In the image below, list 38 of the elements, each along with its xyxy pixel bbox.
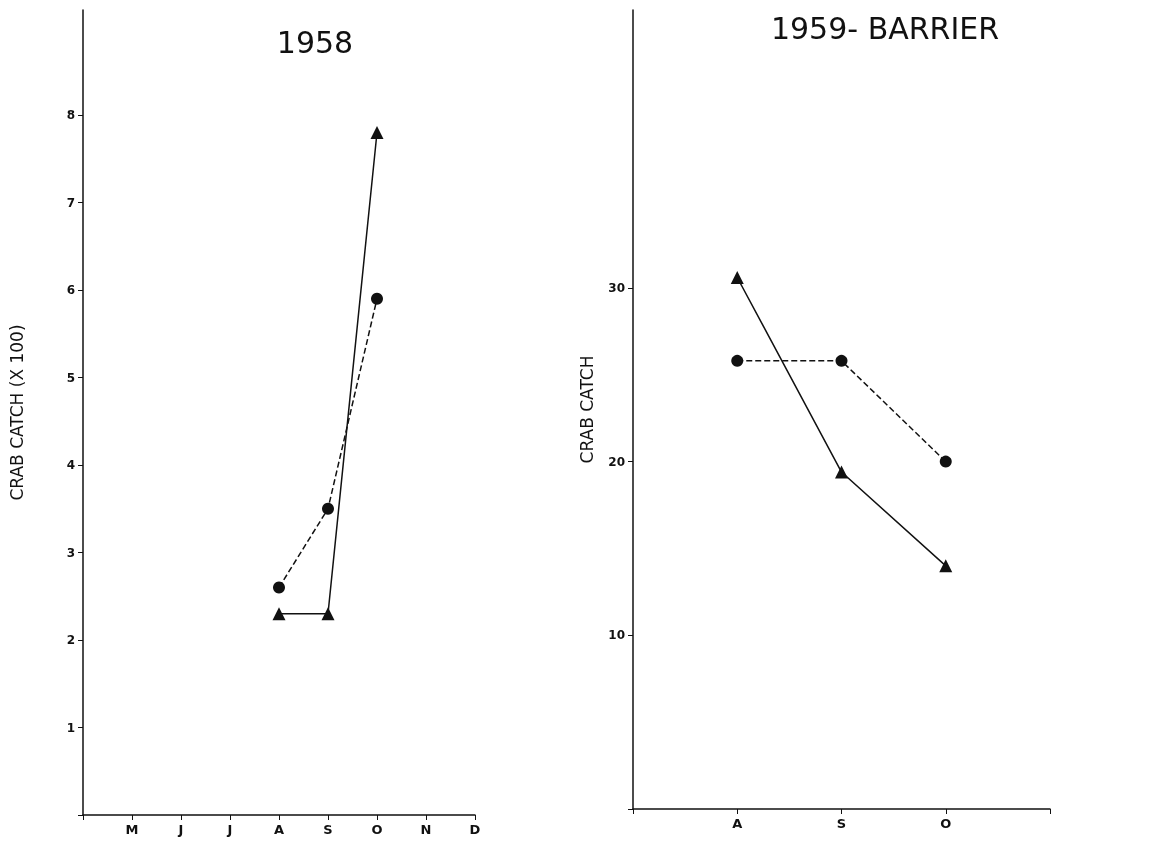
chart-title: 1959- BARRIER: [770, 10, 1000, 46]
x-tick-label: S: [836, 816, 847, 831]
point: [370, 126, 384, 139]
text: 1958: [276, 24, 354, 60]
x-tick-label: S: [323, 822, 333, 837]
point: [371, 292, 383, 305]
x-tick-label: J: [226, 822, 233, 837]
y-axis-title: CRAB CATCH: [576, 355, 597, 464]
x-tick-label: O: [940, 816, 952, 831]
x-tick-label: M: [125, 822, 139, 837]
y-tick-label: 8: [66, 108, 75, 122]
x-tick-label: D: [469, 822, 481, 837]
x-tick-label: O: [371, 822, 383, 837]
point: [322, 502, 334, 515]
y-tick-label: 2: [66, 633, 75, 647]
point: [730, 270, 744, 284]
y-tick-label: 1: [66, 720, 75, 735]
y-tick-label: 6: [66, 283, 75, 297]
point: [835, 465, 848, 479]
point: [939, 559, 953, 573]
y-tick-label: 3: [66, 545, 75, 560]
y-tick-label: 10: [608, 628, 625, 643]
x-tick-label: N: [420, 822, 432, 837]
point: [272, 607, 286, 621]
point: [731, 354, 744, 367]
y-tick-label: 5: [66, 370, 75, 385]
y-tick-label: 20: [608, 454, 625, 469]
point: [835, 354, 848, 367]
point: [321, 607, 335, 621]
y-tick-label: 30: [608, 280, 625, 295]
point: [939, 455, 952, 468]
point: [273, 581, 285, 594]
x-tick-label: J: [177, 822, 184, 837]
y-tick-label: 7: [66, 195, 75, 210]
y-tick-label: 4: [66, 458, 75, 472]
x-tick-label: A: [273, 822, 285, 837]
y-axis-title: CRAB CATCH (X 100): [6, 324, 27, 501]
x-tick-label: A: [732, 816, 743, 831]
